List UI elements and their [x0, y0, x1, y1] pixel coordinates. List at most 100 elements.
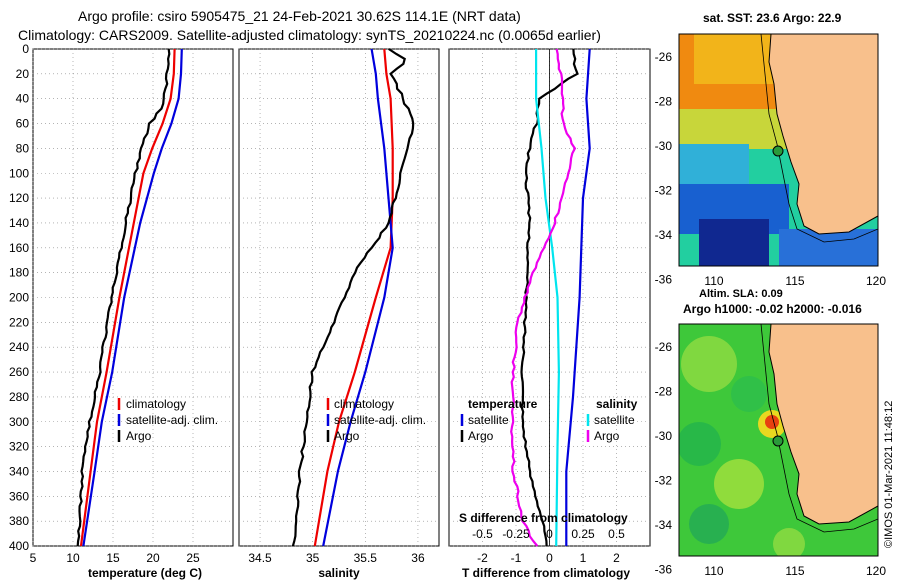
s-tick-label: 0 — [546, 527, 553, 541]
salinity-lines — [291, 48, 415, 547]
series-climatology — [313, 48, 394, 547]
sst-map-frame — [678, 33, 879, 267]
difference-grid — [449, 48, 650, 547]
s-tick-label: -0.25 — [502, 527, 530, 541]
salinity-tick-labels: 34.5 35 35.5 36 — [248, 551, 425, 565]
difference-lines — [510, 48, 591, 547]
float-marker — [772, 435, 784, 447]
x-tick-label: 20 — [146, 551, 160, 565]
x-tick-label: 35.5 — [354, 551, 378, 565]
sla-eddy — [689, 504, 729, 544]
depth-tick-label: 300 — [9, 415, 29, 429]
temperature-lines — [76, 48, 183, 547]
x-tick-label: 15 — [106, 551, 120, 565]
s-difference-tick-labels: -0.5 -0.25 0 0.25 0.5 — [472, 527, 625, 541]
legend-salinity-heading: salinity — [596, 397, 638, 411]
credit-label: ©IMOS 01-Mar-2021 11:48:12 — [883, 401, 895, 548]
depth-tick-label: 360 — [9, 489, 29, 503]
salinity-axis-label: salinity — [318, 566, 360, 580]
depth-tick-label: 240 — [9, 340, 29, 354]
sst-cold-patch — [779, 229, 878, 266]
s-difference-axis-label: S difference from climatology — [459, 511, 628, 525]
legend-temperature-heading: temperature — [468, 397, 538, 411]
lat-tick-label: -36 — [655, 563, 673, 577]
series-satellite-adj-clim- — [322, 48, 394, 547]
sla-eddy — [714, 459, 764, 509]
legend-argo-label: Argo — [126, 429, 152, 443]
legend-s-satellite-label: satellite — [594, 413, 635, 427]
land-mass — [768, 324, 878, 525]
depth-tick-label: 280 — [9, 390, 29, 404]
x-tick-label: 25 — [186, 551, 200, 565]
depth-tick-label: 220 — [9, 315, 29, 329]
x-tick-label: 0 — [546, 551, 553, 565]
depth-tick-labels: 0 20 40 60 80 100 120 140 160 180 200 220 240 260 280 3… — [9, 42, 29, 553]
land-mass — [768, 34, 878, 235]
depth-tick-label: 180 — [9, 266, 29, 280]
lat-tick-label: -36 — [655, 273, 673, 287]
float-marker — [772, 145, 784, 157]
depth-tick-label: 60 — [16, 117, 30, 131]
sla-eddy — [679, 422, 721, 466]
t-difference-axis-label: T difference from climatology — [462, 566, 630, 580]
x-tick-label: 5 — [30, 551, 37, 565]
depth-tick-label: 140 — [9, 216, 29, 230]
sla-map: Argo h1000: -0.02 h2000: -0.016 -26 -28 -3… — [655, 302, 887, 578]
legend-satellite-label: satellite-adj. clim. — [126, 413, 218, 427]
depth-tick-label: 260 — [9, 365, 29, 379]
depth-tick-label: 80 — [16, 141, 30, 155]
lat-tick-label: -32 — [655, 184, 673, 198]
lon-tick-label: 110 — [704, 564, 723, 578]
sst-map-title: sat. SST: 23.6 Argo: 22.9 — [703, 11, 842, 25]
lat-tick-label: -26 — [655, 340, 673, 354]
series-climatology — [79, 48, 176, 547]
lat-tick-label: -30 — [655, 139, 673, 153]
sst-map-image — [679, 34, 878, 266]
series-salinity-argo — [510, 48, 577, 547]
depth-tick-label: 100 — [9, 166, 29, 180]
sst-coldest-patch — [699, 219, 769, 266]
legend-argo-label: Argo — [334, 429, 360, 443]
temperature-panel: 0 20 40 60 80 100 120 140 160 180 200 220 240 260 280 3… — [9, 42, 234, 580]
sla-map-image — [679, 324, 878, 556]
depth-tick-label: 40 — [16, 92, 30, 106]
lat-tick-label: -28 — [655, 95, 673, 109]
depth-tick-label: 320 — [9, 440, 29, 454]
temperature-axis-label: temperature (deg C) — [88, 566, 202, 580]
depth-tick-label: 20 — [16, 67, 30, 81]
title-line-2: Climatology: CARS2009. Satellite-adjuste… — [18, 27, 601, 43]
sla-eddy — [773, 528, 805, 556]
sst-lon-labels: 110 115 120 — [704, 274, 886, 288]
depth-contour — [760, 324, 878, 533]
s-tick-label: -0.5 — [472, 527, 493, 541]
legend-climatology-label: climatology — [334, 397, 394, 411]
x-tick-label: 2 — [613, 551, 620, 565]
title-line-1: Argo profile: csiro 5905475_21 24-Feb-20… — [78, 8, 521, 24]
lat-tick-label: -26 — [655, 50, 673, 64]
temperature-tick-labels: 5 10 15 20 25 — [30, 551, 200, 565]
series-argo — [291, 48, 415, 547]
sla-eddy — [731, 376, 767, 412]
lon-tick-label: 115 — [785, 274, 804, 288]
depth-tick-label: 400 — [9, 539, 29, 553]
altim-label: Altim. SLA: 0.09 — [699, 288, 783, 300]
lon-tick-label: 110 — [704, 274, 723, 288]
sla-map-title: Argo h1000: -0.02 h2000: -0.016 — [683, 302, 862, 316]
x-tick-label: 10 — [66, 551, 80, 565]
lon-tick-label: 120 — [866, 564, 886, 578]
difference-legend: temperature satellite Argo salinity sate… — [460, 397, 638, 443]
lat-tick-label: -34 — [655, 228, 673, 242]
sla-eddy — [681, 336, 737, 392]
lat-tick-label: -32 — [655, 474, 673, 488]
legend-satellite-label: satellite-adj. clim. — [334, 413, 426, 427]
series-salinity-satellite — [535, 49, 561, 547]
x-tick-label: -2 — [477, 551, 488, 565]
s-tick-label: 0.25 — [571, 527, 595, 541]
sla-map-frame — [678, 323, 879, 557]
sla-lon-labels: 110 115 120 — [704, 564, 886, 578]
sst-mid-patch — [679, 109, 789, 149]
depth-tick-label: 200 — [9, 291, 29, 305]
depth-tick-label: 0 — [22, 42, 29, 56]
lat-tick-label: -34 — [655, 518, 673, 532]
